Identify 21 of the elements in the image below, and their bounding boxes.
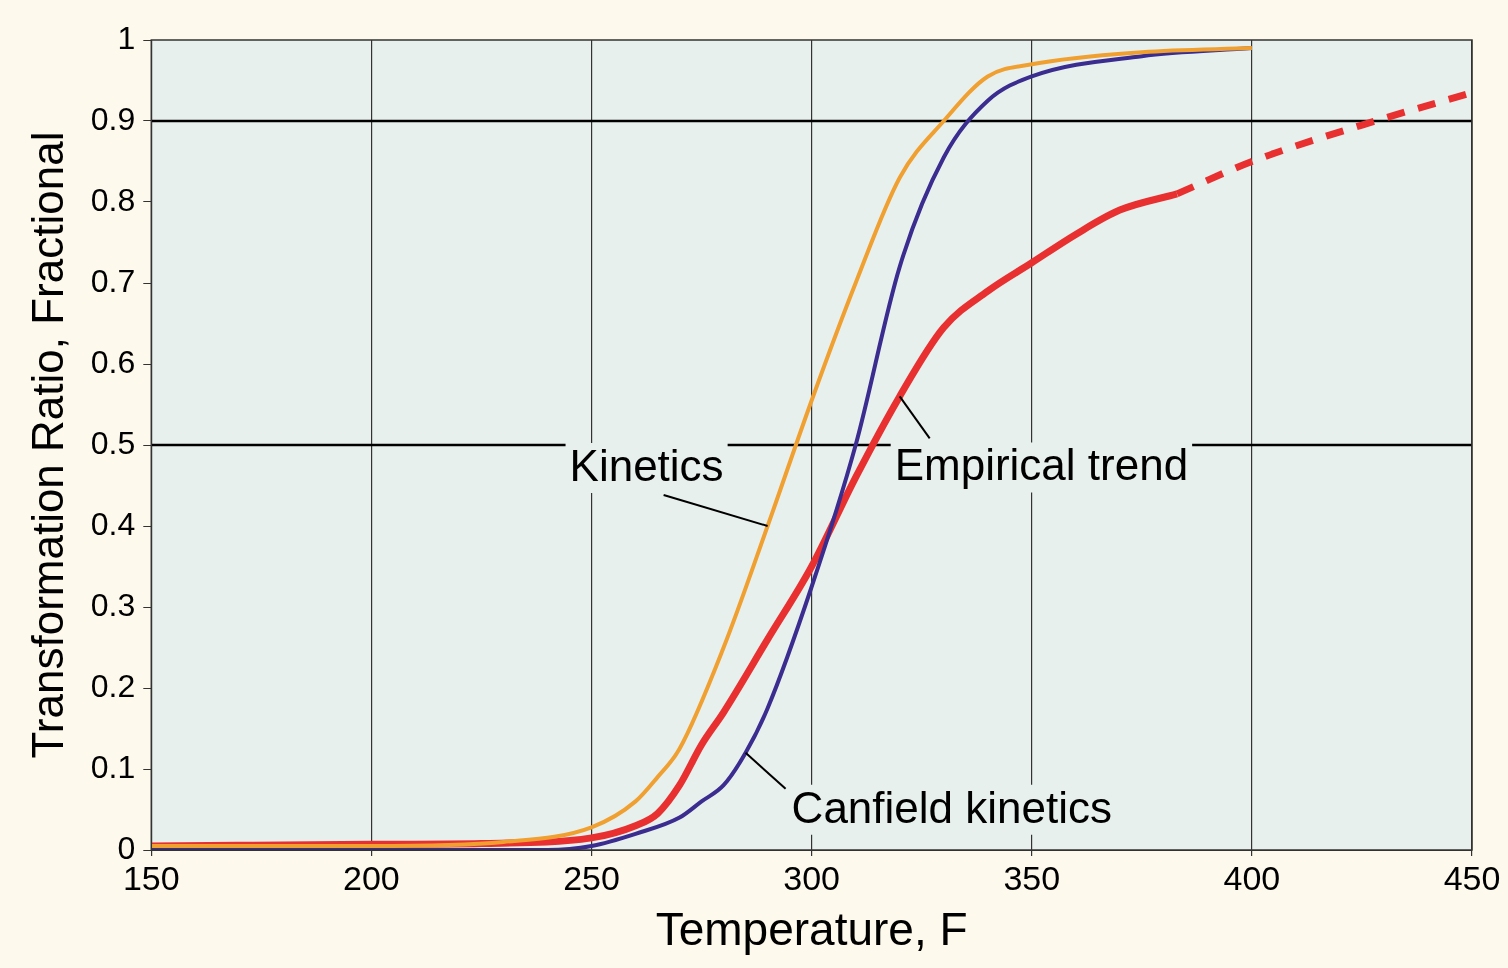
series-label: Canfield kinetics [791, 782, 1112, 832]
y-tick-label: 0.7 [90, 262, 136, 299]
x-tick-label: 350 [1003, 858, 1061, 897]
series-label: Kinetics [569, 441, 724, 490]
x-tick-label: 200 [343, 858, 400, 897]
x-axis-title: Temperature, F [655, 903, 968, 956]
x-tick-label: 400 [1223, 858, 1281, 897]
x-tick-label: 300 [783, 858, 841, 897]
y-axis-title: Transformation Ratio, Fractional [22, 131, 72, 759]
y-tick-label: 1 [117, 19, 136, 56]
y-tick-label: 0.6 [90, 343, 136, 380]
y-tick-label: 0.9 [90, 100, 136, 137]
y-tick-label: 0.5 [90, 424, 136, 461]
y-tick-label: 0.3 [90, 586, 136, 623]
y-tick-label: 0.1 [90, 748, 136, 785]
series-label: Empirical trend [894, 440, 1189, 490]
y-tick-label: 0.2 [90, 667, 136, 704]
y-tick-label: 0.4 [90, 505, 136, 542]
y-tick-label: 0.8 [90, 181, 136, 218]
x-tick-label: 250 [563, 858, 620, 897]
x-tick-label: 450 [1443, 858, 1501, 897]
